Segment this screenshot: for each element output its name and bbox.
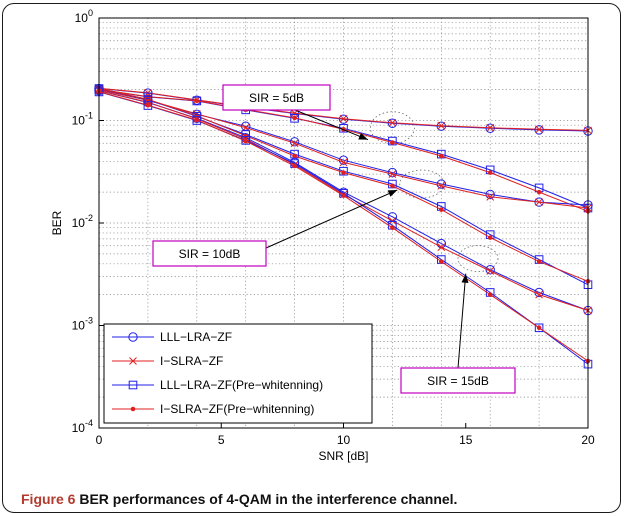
- sir-annotation: SIR = 10dB: [152, 189, 398, 267]
- x-tick-label: 10: [337, 433, 351, 447]
- data-point: [388, 216, 397, 225]
- legend-label: I−SLRA−ZF: [160, 354, 223, 368]
- data-point: [129, 357, 137, 365]
- data-point: [535, 198, 543, 206]
- data-point: [439, 207, 444, 212]
- annotation-label: SIR = 5dB: [249, 91, 304, 105]
- data-point: [486, 267, 495, 275]
- data-point: [536, 325, 542, 331]
- annotations: SIR = 5dB SIR = 10dB SIR = 15dB: [152, 84, 516, 394]
- figure-frame: 0 5 10 15 20 100 10-1 10-2 10-3 10-4 SNR [dB] BER…: [2, 3, 621, 513]
- sir-annotation: SIR = 5dB: [222, 84, 369, 141]
- y-tick-label: 10-1: [72, 111, 93, 128]
- data-point: [437, 121, 446, 130]
- data-point: [292, 115, 297, 121]
- sir-group-ellipse: [369, 111, 415, 145]
- series: [96, 89, 591, 364]
- annotation-label: SIR = 15dB: [427, 374, 489, 388]
- data-point: [388, 118, 397, 127]
- data-point: [243, 138, 248, 144]
- data-point: [194, 117, 200, 123]
- annotation-arrow: [457, 273, 467, 369]
- data-point: [339, 114, 348, 123]
- annotation-arrowhead: [387, 189, 398, 197]
- figure-caption: Figure 6 BER performances of 4-QAM in th…: [21, 491, 457, 507]
- annotation-box: [400, 367, 516, 394]
- x-tick-label: 0: [96, 433, 103, 447]
- data-point: [436, 179, 446, 189]
- data-point: [145, 102, 151, 108]
- data-point: [536, 189, 542, 195]
- data-point: [292, 153, 297, 159]
- series: [95, 86, 592, 315]
- data-point: [487, 170, 493, 175]
- caption-figure-label: Figure 6: [21, 491, 76, 507]
- data-point: [290, 139, 299, 148]
- data-point: [143, 101, 153, 110]
- data-point: [390, 183, 395, 189]
- annotation-arrowhead: [358, 133, 368, 140]
- annotation-box: [152, 240, 267, 267]
- y-axis-label: BER: [50, 210, 64, 235]
- legend-entry: I−SLRA−ZF: [112, 354, 223, 368]
- legend-label: LLL−LRA−ZF: [160, 330, 232, 344]
- x-tick-label: 15: [459, 433, 473, 447]
- series: [94, 84, 593, 210]
- data-point: [485, 265, 495, 275]
- data-point: [487, 292, 493, 297]
- data-point: [486, 192, 495, 201]
- y-tick-label: 10-4: [72, 418, 93, 435]
- data-point: [128, 332, 138, 342]
- annotation-box: [222, 84, 331, 111]
- data-point: [439, 153, 444, 159]
- x-tick-label: 20: [581, 433, 595, 447]
- legend-entry: LLL−LRA−ZF(Pre−whitenning): [112, 378, 323, 392]
- x-axis-label: SNR [dB]: [318, 449, 368, 463]
- data-point: [341, 170, 346, 175]
- data-point: [485, 189, 495, 200]
- legend: LLL−LRA−ZF I−SLRA−ZF LLL−LRA−ZF(Pre−whiten…: [103, 323, 373, 424]
- data-point: [535, 125, 543, 134]
- annotation-arrowhead: [461, 273, 469, 283]
- data-point: [486, 123, 495, 132]
- data-point: [439, 259, 444, 264]
- y-tick-label: 10-2: [72, 213, 93, 230]
- legend-box: [103, 323, 373, 424]
- data-point: [339, 158, 348, 167]
- data-point: [292, 163, 297, 169]
- data-point: [534, 323, 544, 333]
- ber-chart: 0 5 10 15 20 100 10-1 10-2 10-3 10-4 SNR [dB] BER…: [50, 8, 595, 463]
- sir-group-ellipse: [457, 245, 499, 272]
- data-point: [536, 259, 542, 264]
- data-point: [388, 170, 397, 178]
- legend-label: LLL−LRA−ZF(Pre−whitenning): [160, 378, 323, 392]
- annotation-label: SIR = 10dB: [179, 247, 241, 261]
- legend-label: I−SLRA−ZF(Pre−whitenning): [160, 402, 314, 416]
- data-point: [341, 193, 346, 198]
- data-point: [241, 123, 250, 132]
- annotation-arrow: [294, 109, 369, 141]
- data-point: [192, 116, 202, 125]
- data-point: [487, 235, 493, 240]
- data-point: [437, 182, 446, 190]
- data-point: [390, 225, 395, 230]
- data-point: [194, 98, 200, 104]
- legend-entry: I−SLRA−ZF(Pre−whitenning): [112, 402, 314, 416]
- legend-entry: LLL−LRA−ZF: [112, 330, 232, 344]
- data-point: [437, 243, 446, 252]
- data-point: [338, 155, 349, 165]
- annotation-arrow: [265, 189, 398, 249]
- axis-ticks: 0 5 10 15 20 100 10-1 10-2 10-3 10-4: [72, 8, 595, 447]
- y-tick-label: 10-3: [72, 316, 93, 333]
- data-point: [241, 136, 250, 145]
- data-point: [390, 140, 395, 145]
- data-point: [130, 406, 136, 412]
- sir-annotation: SIR = 15dB: [400, 273, 516, 394]
- y-tick-label: 100: [75, 8, 93, 25]
- series-lines: [94, 83, 593, 369]
- data-point: [535, 290, 543, 299]
- caption-text: BER performances of 4-QAM in the interfe…: [79, 491, 458, 507]
- data-point: [128, 380, 138, 390]
- x-tick-label: 5: [218, 433, 225, 447]
